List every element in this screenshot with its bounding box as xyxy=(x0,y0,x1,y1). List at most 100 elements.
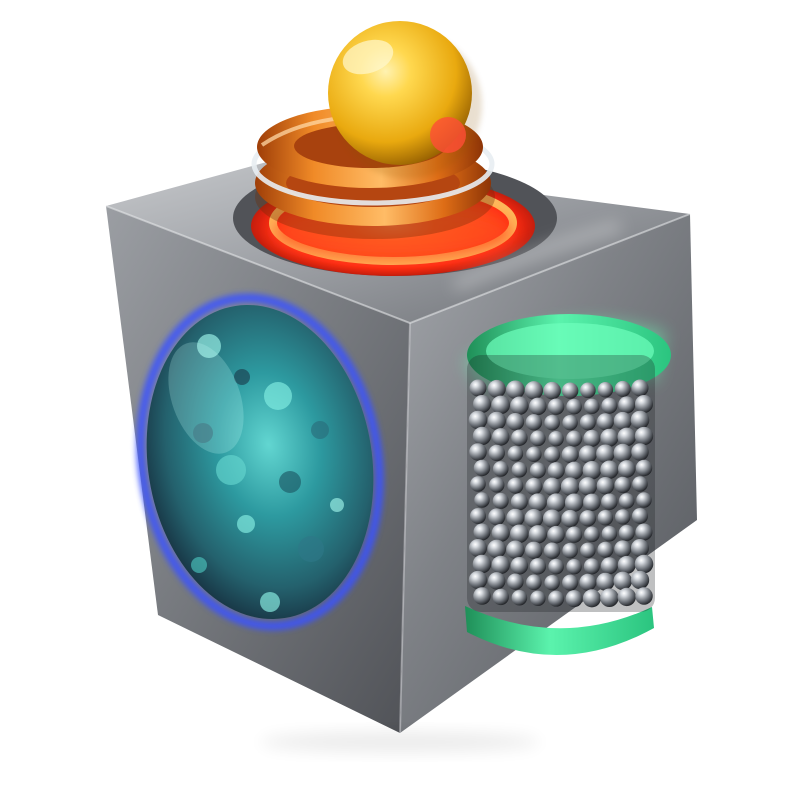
steel-ball xyxy=(582,589,601,608)
steel-ball xyxy=(630,410,650,430)
cube-vertical-edge xyxy=(399,322,411,734)
steel-ball xyxy=(548,590,565,607)
steel-ball xyxy=(614,380,631,397)
steel-ball xyxy=(548,430,564,447)
steel-ball xyxy=(634,554,654,574)
steel-ball xyxy=(511,429,528,446)
steel-ball xyxy=(596,413,614,431)
steel-ball xyxy=(506,508,525,527)
steel-ball xyxy=(530,590,546,607)
steel-ball xyxy=(547,398,565,415)
steel-ball xyxy=(596,476,615,495)
steel-ball xyxy=(529,462,546,479)
steel-ball xyxy=(617,427,637,447)
steel-ball xyxy=(524,509,544,528)
steel-ball xyxy=(506,540,525,559)
steel-ball xyxy=(614,476,631,494)
steel-ball xyxy=(546,493,566,512)
steel-ball xyxy=(617,460,636,478)
steel-ball xyxy=(472,394,492,414)
steel-ball xyxy=(580,542,596,559)
steel-ball xyxy=(488,444,505,462)
steel-ball xyxy=(491,395,511,415)
steel-ball xyxy=(530,430,546,447)
steel-ball xyxy=(597,382,614,398)
steel-ball xyxy=(506,380,525,400)
steel-ball xyxy=(543,542,561,559)
steel-ball xyxy=(510,556,529,575)
bottom-shadow xyxy=(260,732,540,752)
steel-ball xyxy=(600,557,618,575)
steel-ball xyxy=(597,509,614,526)
steel-ball xyxy=(491,523,510,542)
steel-ball xyxy=(562,414,578,431)
steel-ball xyxy=(468,410,488,430)
steel-ball xyxy=(566,398,582,415)
steel-ball xyxy=(544,446,561,463)
steel-ball xyxy=(473,459,491,477)
steel-ball xyxy=(547,525,565,544)
steel-ball xyxy=(600,460,619,479)
steel-ball xyxy=(600,588,619,608)
cube-edge-highlight xyxy=(105,205,691,325)
steel-ball xyxy=(562,542,578,559)
steel-ball xyxy=(635,459,653,477)
cylinder-bottom-cap xyxy=(465,606,654,656)
steel-ball xyxy=(528,493,547,512)
steel-ball xyxy=(510,524,529,544)
steel-ball xyxy=(525,414,543,431)
steel-ball xyxy=(618,493,635,509)
steel-ball xyxy=(596,444,615,464)
steel-ball xyxy=(631,379,649,397)
steel-ball xyxy=(510,396,529,415)
steel-ball xyxy=(547,462,565,480)
steel-ball xyxy=(631,507,649,525)
steel-ball xyxy=(634,394,654,414)
steel-ball xyxy=(583,558,600,575)
yellow-ball-glare xyxy=(342,39,394,75)
steel-ball xyxy=(529,558,547,575)
steel-ball xyxy=(469,379,487,397)
steel-ball xyxy=(525,541,543,560)
steel-ball xyxy=(507,445,524,462)
steel-ball xyxy=(565,590,583,608)
steel-ball xyxy=(560,477,580,496)
steel-ball xyxy=(473,523,491,541)
textured-disk xyxy=(136,293,384,631)
steel-ball xyxy=(470,508,486,524)
steel-ball xyxy=(487,411,506,431)
steel-ball xyxy=(583,429,601,447)
steel-ball xyxy=(487,572,506,590)
steel-ball xyxy=(511,589,528,606)
steel-ball xyxy=(582,461,602,480)
steel-ball xyxy=(561,509,579,528)
steel-ball xyxy=(600,428,619,447)
steel-ball xyxy=(615,509,631,525)
steel-ball xyxy=(544,574,560,591)
steel-ball xyxy=(492,461,509,477)
steel-ball xyxy=(635,587,653,605)
steel-ball xyxy=(472,554,492,574)
steel-ball xyxy=(507,573,524,590)
steel-ball xyxy=(579,573,597,591)
steel-ball xyxy=(631,443,649,461)
steel-ball xyxy=(548,558,564,575)
blue-rim-light xyxy=(136,293,384,631)
steel-ball xyxy=(578,445,597,464)
steel-ball xyxy=(564,493,584,512)
steel-ball xyxy=(613,571,633,591)
steel-ball xyxy=(510,493,528,511)
steel-ball xyxy=(491,555,510,575)
steel-ball xyxy=(601,526,618,542)
steel-ball xyxy=(487,539,507,559)
steel-ball xyxy=(617,587,636,607)
steel-ball xyxy=(489,477,505,493)
steel-ball xyxy=(613,443,632,463)
steel-ball xyxy=(524,381,544,400)
yellow-ball-red-reflection xyxy=(430,117,466,153)
steel-ball xyxy=(561,446,579,464)
steel-ball xyxy=(630,570,650,590)
steel-ball xyxy=(525,477,543,495)
steel-ball xyxy=(544,414,560,431)
cylinder-top-cap-inner xyxy=(486,323,654,379)
